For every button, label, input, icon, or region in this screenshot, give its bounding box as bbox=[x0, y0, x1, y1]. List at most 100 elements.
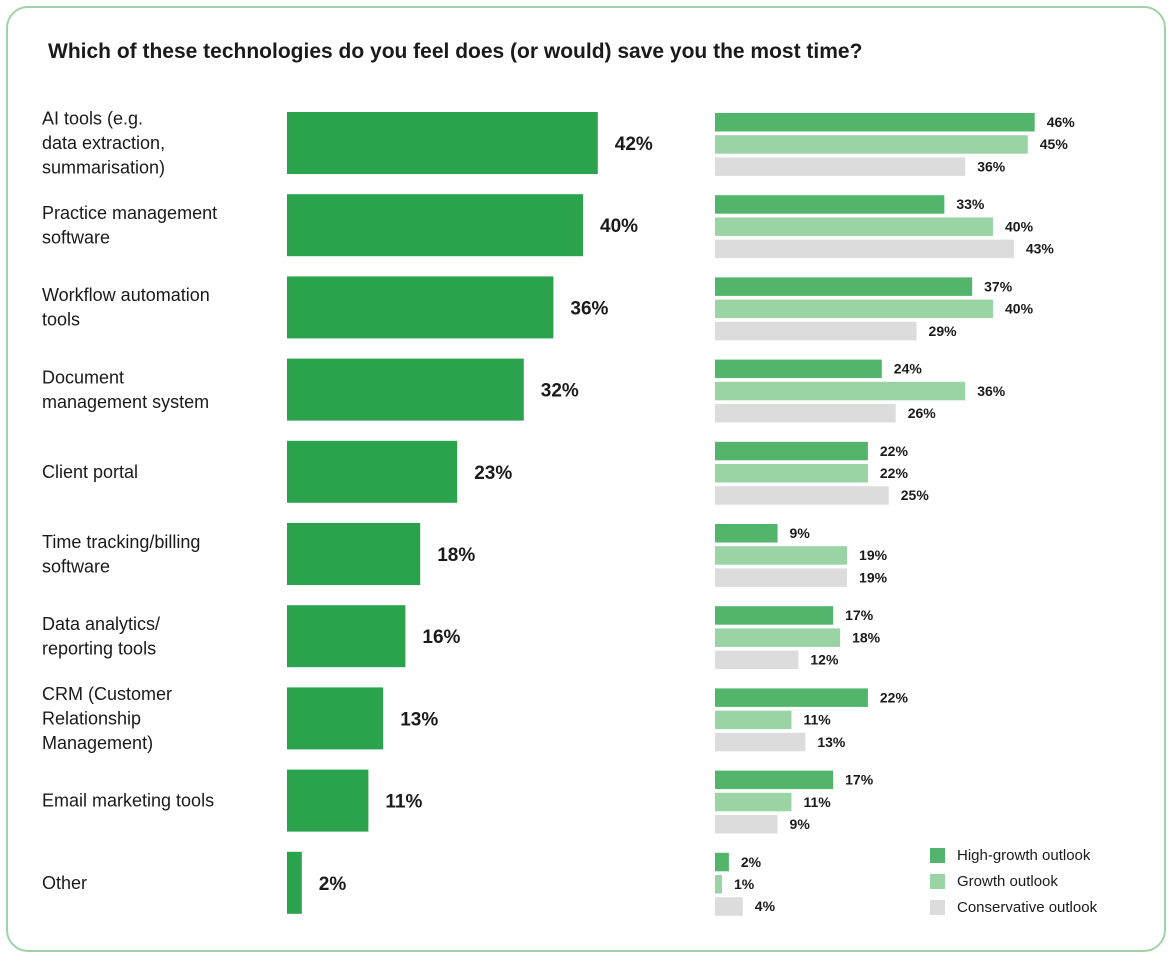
outlook-bar bbox=[715, 299, 993, 319]
outlook-bar bbox=[715, 239, 1014, 259]
overall-bar bbox=[287, 523, 421, 585]
category-label: Workflow automation tools bbox=[42, 285, 210, 330]
overall-bar bbox=[287, 112, 598, 174]
outlook-bar bbox=[715, 381, 966, 401]
overall-value-label: 13% bbox=[400, 709, 438, 730]
outlook-bar bbox=[715, 732, 806, 752]
outlook-value-label: 11% bbox=[803, 712, 831, 728]
outlook-value-label: 37% bbox=[984, 278, 1013, 294]
outlook-bar bbox=[715, 710, 792, 730]
legend-item-conservative: Conservative outlook bbox=[930, 894, 1097, 920]
legend-swatch-high-growth bbox=[930, 847, 945, 863]
overall-bar bbox=[287, 358, 524, 421]
outlook-value-label: 13% bbox=[817, 734, 846, 750]
outlook-value-label: 12% bbox=[810, 652, 839, 668]
category-label: Data analytics/reporting tools bbox=[42, 614, 160, 659]
outlook-bar bbox=[715, 277, 973, 296]
outlook-value-label: 36% bbox=[977, 383, 1006, 399]
outlook-bar bbox=[715, 546, 848, 565]
outlook-bar bbox=[715, 650, 799, 670]
outlook-bar bbox=[715, 157, 966, 176]
legend: High-growth outlook Growth outlook Conse… bbox=[930, 842, 1097, 920]
legend-item-growth: Growth outlook bbox=[930, 868, 1097, 894]
outlook-value-label: 4% bbox=[755, 898, 776, 914]
outlook-value-label: 17% bbox=[845, 772, 874, 788]
outlook-value-label: 9% bbox=[790, 525, 811, 541]
overall-value-label: 16% bbox=[422, 627, 460, 648]
legend-item-high-growth: High-growth outlook bbox=[930, 842, 1097, 868]
outlook-bar bbox=[715, 321, 917, 341]
overall-value-label: 23% bbox=[474, 463, 512, 484]
outlook-value-label: 19% bbox=[859, 547, 888, 563]
legend-swatch-conservative bbox=[930, 899, 945, 915]
overall-bar bbox=[287, 687, 384, 750]
overall-value-label: 36% bbox=[570, 298, 608, 319]
overall-value-label: 18% bbox=[437, 545, 475, 566]
outlook-bar bbox=[715, 217, 993, 236]
outlook-value-label: 18% bbox=[852, 629, 881, 645]
outlook-value-label: 43% bbox=[1026, 241, 1055, 257]
legend-label-high-growth: High-growth outlook bbox=[957, 846, 1091, 864]
outlook-value-label: 11% bbox=[803, 794, 831, 810]
category-label: Practice management software bbox=[42, 203, 217, 248]
outlook-bar bbox=[715, 404, 896, 423]
overall-value-label: 42% bbox=[615, 134, 653, 155]
outlook-bar bbox=[715, 195, 945, 214]
outlook-bar bbox=[715, 897, 743, 916]
outlook-value-label: 40% bbox=[1005, 218, 1034, 234]
category-label: Email marketing tools bbox=[42, 791, 214, 811]
category-label: Time tracking/billing software bbox=[42, 532, 200, 577]
outlook-value-label: 19% bbox=[859, 569, 888, 585]
outlook-value-label: 24% bbox=[894, 361, 923, 377]
outlook-value-label: 22% bbox=[880, 465, 909, 481]
overall-value-label: 40% bbox=[600, 216, 638, 237]
outlook-value-label: 2% bbox=[741, 854, 762, 870]
outlook-value-label: 9% bbox=[790, 816, 811, 832]
overall-bar bbox=[287, 851, 302, 914]
outlook-value-label: 1% bbox=[734, 876, 755, 892]
outlook-bar bbox=[715, 815, 778, 834]
legend-swatch-growth bbox=[930, 873, 945, 889]
category-label: CRM (Customer Relationship Management) bbox=[42, 684, 172, 753]
outlook-bar bbox=[715, 486, 889, 505]
category-label: Other bbox=[42, 873, 87, 893]
outlook-value-label: 22% bbox=[880, 443, 909, 459]
outlook-bar bbox=[715, 359, 882, 379]
overall-bar bbox=[287, 276, 554, 339]
outlook-value-label: 36% bbox=[977, 158, 1006, 174]
legend-label-growth: Growth outlook bbox=[957, 872, 1058, 890]
outlook-bar bbox=[715, 770, 834, 790]
outlook-bar bbox=[715, 628, 841, 647]
outlook-value-label: 17% bbox=[845, 607, 874, 623]
outlook-value-label: 22% bbox=[880, 689, 909, 705]
overall-value-label: 32% bbox=[541, 381, 579, 402]
overall-bar bbox=[287, 194, 583, 257]
outlook-bar bbox=[715, 852, 729, 872]
outlook-bar bbox=[715, 875, 722, 894]
outlook-bar bbox=[715, 792, 792, 812]
outlook-value-label: 26% bbox=[908, 405, 937, 421]
outlook-bar bbox=[715, 464, 868, 483]
outlook-value-label: 33% bbox=[956, 196, 985, 212]
outlook-value-label: 40% bbox=[1005, 301, 1034, 317]
outlook-bar bbox=[715, 135, 1028, 154]
outlook-value-label: 45% bbox=[1040, 136, 1069, 152]
outlook-value-label: 25% bbox=[901, 487, 930, 503]
outlook-bar bbox=[715, 441, 868, 461]
overall-bar bbox=[287, 440, 458, 503]
overall-value-label: 11% bbox=[385, 792, 422, 813]
overall-bar bbox=[287, 769, 369, 832]
outlook-value-label: 46% bbox=[1047, 114, 1076, 130]
overall-bar bbox=[287, 605, 406, 668]
outlook-bar bbox=[715, 688, 868, 707]
outlook-bar bbox=[715, 606, 834, 625]
category-label: AI tools (e.g. data extraction, summarisat… bbox=[42, 109, 165, 178]
category-label: Document management system bbox=[42, 367, 209, 412]
outlook-bar bbox=[715, 568, 848, 587]
overall-value-label: 2% bbox=[319, 874, 347, 895]
outlook-bar bbox=[715, 524, 778, 543]
legend-label-conservative: Conservative outlook bbox=[957, 898, 1098, 916]
outlook-bar bbox=[715, 113, 1035, 132]
category-label: Client portal bbox=[42, 462, 138, 482]
